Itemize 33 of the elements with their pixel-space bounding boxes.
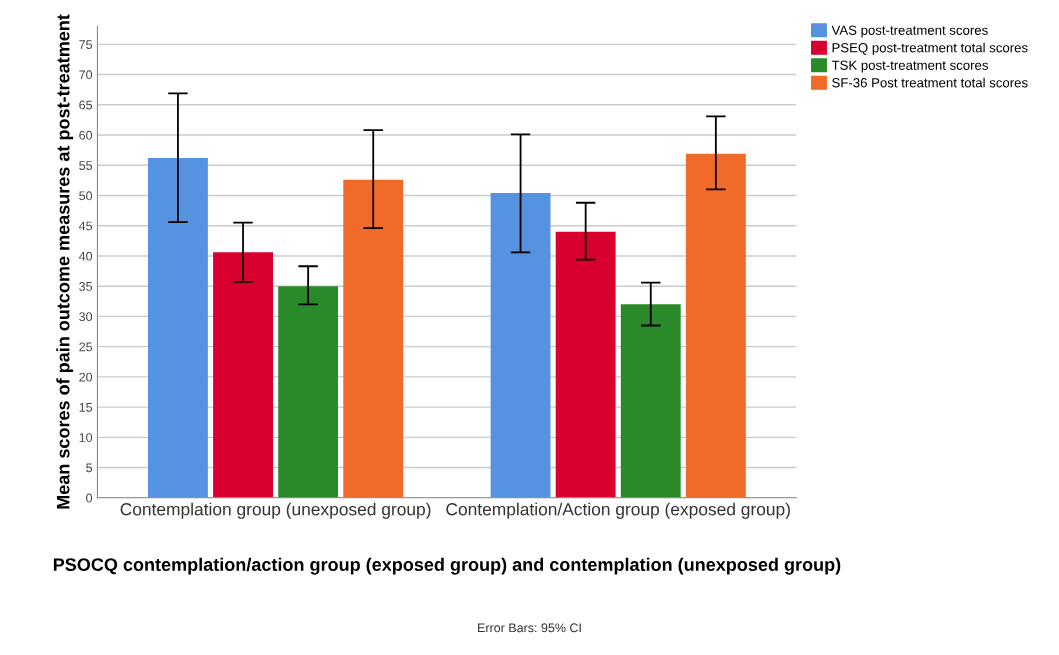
- y-tick-label: 0: [86, 493, 93, 503]
- y-tick-label: 50: [79, 191, 93, 201]
- x-tick-label: Contemplation/Action group (exposed group): [446, 502, 790, 519]
- y-tick-label: 65: [79, 100, 93, 110]
- bar: [490, 193, 551, 498]
- bar: [148, 158, 208, 498]
- x-axis-title: PSOCQ contemplation/action group (exposed group) and contemplation (unexposed group): [53, 557, 841, 575]
- legend-label: SF-36 Post treatment total scores: [832, 77, 1028, 88]
- y-tick-label: 30: [79, 312, 93, 322]
- text: Error Bars: 95% CI: [478, 623, 581, 633]
- bar: [555, 231, 616, 498]
- legend-label: VAS post-treatment scores: [831, 25, 988, 38]
- y-tick-label: 45: [78, 221, 93, 231]
- legend-label: TSK post-treatment scores: [831, 60, 988, 73]
- bar: [213, 252, 273, 498]
- y-tick-label: 40: [78, 251, 93, 261]
- y-tick-label: 60: [79, 130, 93, 140]
- y-tick-label: 35: [79, 281, 93, 291]
- y-tick-label: 75: [79, 40, 93, 49]
- legend-label: PSEQ post-treatment total scores: [832, 42, 1028, 55]
- bar: [278, 286, 339, 498]
- y-tick-label: 5: [86, 463, 93, 473]
- y-tick-label: 20: [79, 372, 93, 382]
- x-tick-label: Contemplation group (unexposed group): [120, 502, 431, 519]
- y-tick-label: 55: [79, 161, 93, 170]
- y-tick-label: 70: [79, 70, 93, 80]
- bar: [620, 304, 681, 498]
- bar: [685, 153, 746, 498]
- bar: [343, 179, 404, 498]
- y-tick-label: 15: [79, 403, 93, 412]
- y-tick-label: 25: [79, 342, 93, 352]
- y-axis-title: Mean scores of pain outcome measures at post-treatment: [56, 14, 74, 509]
- y-tick-label: 10: [79, 433, 93, 442]
